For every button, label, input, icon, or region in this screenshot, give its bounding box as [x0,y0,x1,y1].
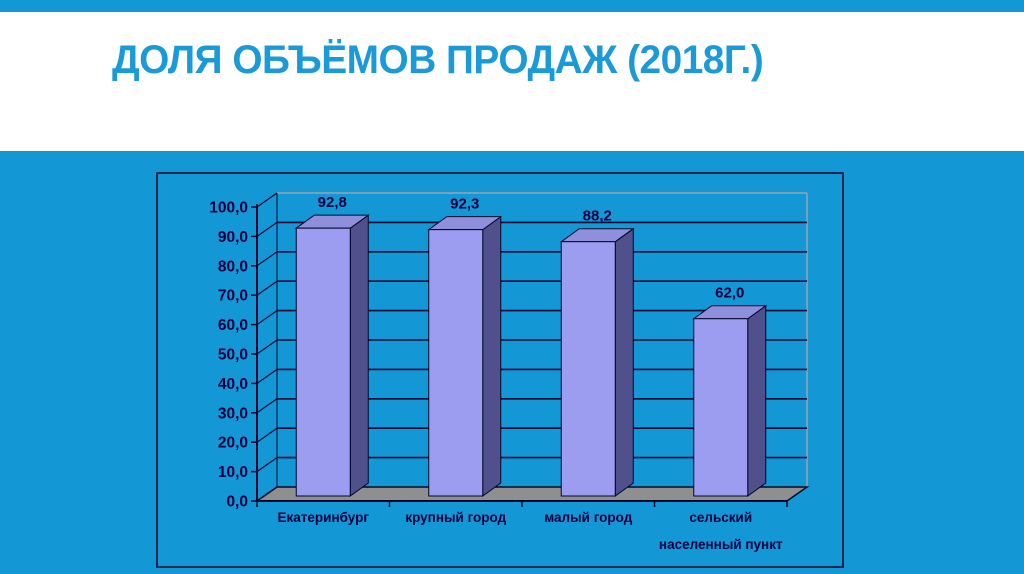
y-axis-tick-label: 90,0 [218,229,248,246]
bar-side-face [747,304,767,497]
tick-wall-connector [256,339,278,355]
y-axis-tick-label: 60,0 [218,317,248,334]
tick-wall-connector [256,280,278,296]
y-axis-tick-label: 80,0 [218,258,248,275]
y-axis-tick-label: 10,0 [218,464,248,481]
y-axis-tick-label: 50,0 [218,347,248,364]
tick-wall-connector [256,486,278,502]
bar-side-face [614,227,634,497]
bar-data-label: 92,8 [318,194,347,211]
bar [693,318,749,497]
y-axis-tick-label: 0,0 [226,494,248,511]
tick-wall-connector [256,192,278,208]
tick-wall-connector [256,310,278,326]
bar [560,241,616,497]
bar-side-face [349,214,369,497]
bar-data-label: 88,2 [583,208,612,225]
y-axis-tick-label: 70,0 [218,288,248,305]
category-tick-label: малый город [544,510,632,525]
bar-data-label: 62,0 [715,285,744,302]
bar [428,229,484,497]
slide-title: ДОЛЯ ОБЪЁМОВ ПРОДАЖ (2018Г.) [112,38,764,82]
tick-wall-connector [256,221,278,237]
bar-data-label: 92,3 [450,196,479,213]
y-axis-tick-label: 20,0 [218,435,248,452]
category-tick-label: населенный пункт [659,537,783,552]
y-axis-tick-label: 40,0 [218,376,248,393]
y-axis-tick-label: 100,0 [209,200,248,217]
top-accent-bar [0,0,1024,12]
chart-frame: 100,0 90,0 80,0 70,0 60,0 50,0 40,0 30,0 20,0 10,… [156,172,844,568]
bar-side-face [482,215,502,497]
category-tick-label: Екатеринбург [278,510,370,525]
tick-wall-connector [256,368,278,384]
tick-wall-connector [256,457,278,473]
bar-chart-svg: 100,0 90,0 80,0 70,0 60,0 50,0 40,0 30,0 20,0 10,… [209,192,810,552]
content-band: 100,0 90,0 80,0 70,0 60,0 50,0 40,0 30,0 20,0 10,… [0,151,1024,574]
y-axis-tick-label: 30,0 [218,405,248,422]
bar [295,227,351,497]
tick-wall-connector [256,398,278,414]
tick-wall-connector [256,251,278,267]
tick-wall-connector [256,427,278,443]
category-tick-label: сельский [689,510,752,525]
category-tick-label: крупный город [405,510,506,525]
